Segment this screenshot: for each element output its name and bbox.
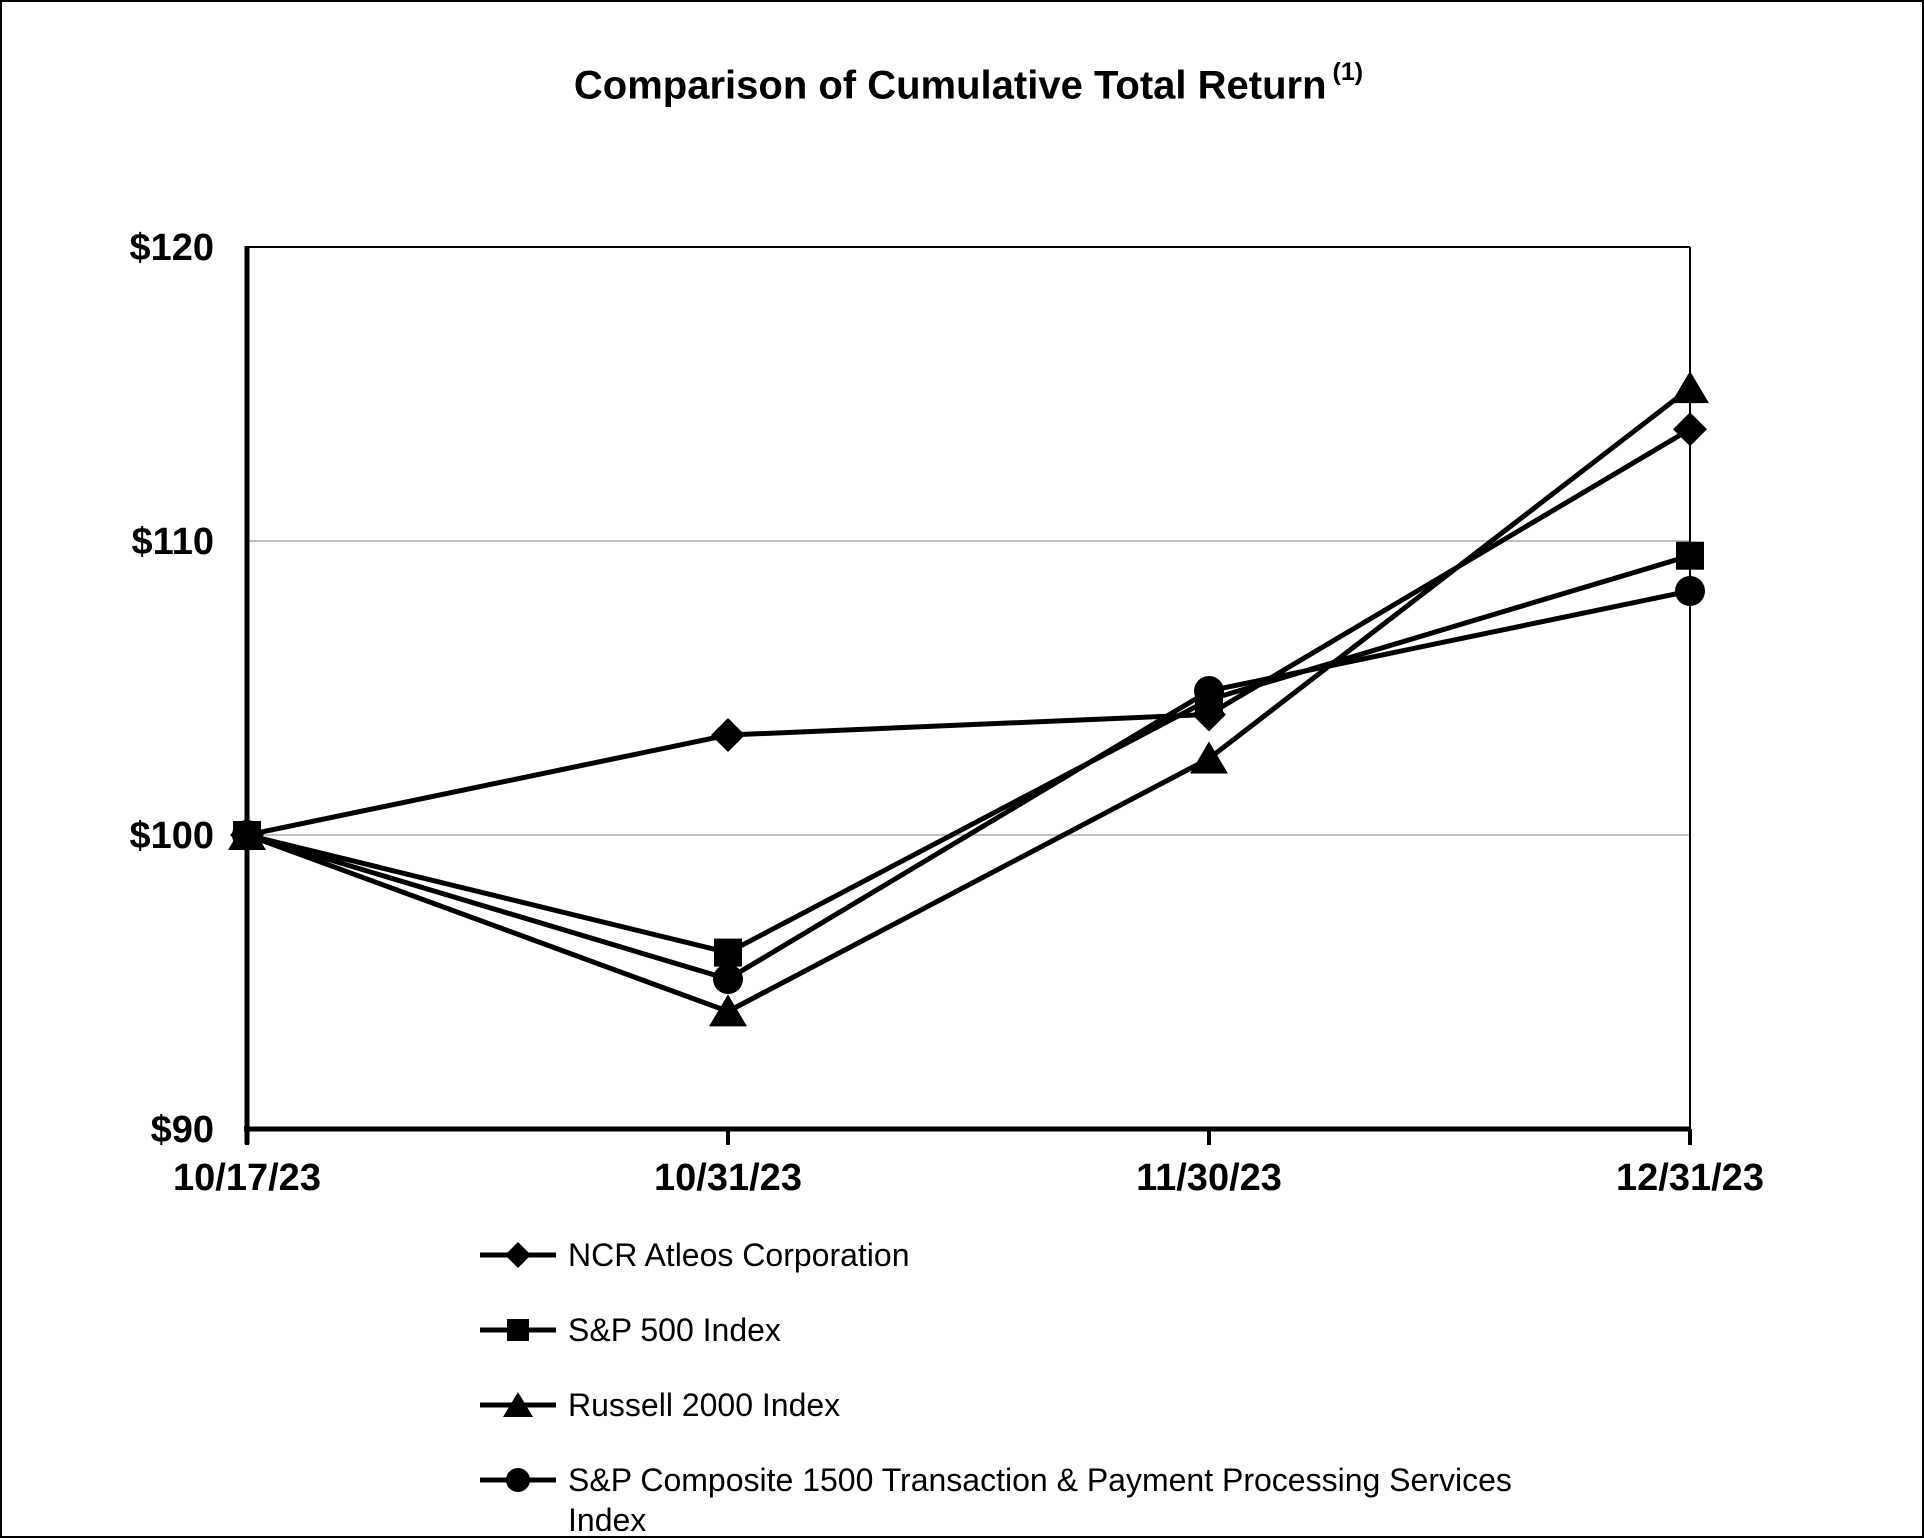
series-line bbox=[246, 386, 1692, 1015]
y-tick-label: $120 bbox=[129, 227, 214, 269]
chart-legend: NCR Atleos Corporation S&P 500 Index Russe… bbox=[480, 1235, 1580, 1538]
series-marker-triangle bbox=[1671, 371, 1709, 404]
series-marker-diamond bbox=[1673, 412, 1707, 447]
legend-label: S&P Composite 1500 Transaction & Payment… bbox=[568, 1462, 1512, 1538]
series-marker-triangle bbox=[709, 994, 747, 1027]
series-marker-square bbox=[1676, 541, 1704, 570]
legend-row: NCR Atleos Corporation bbox=[480, 1235, 1580, 1275]
legend-swatch-circle bbox=[480, 1468, 556, 1492]
chart-plot-area: $90 $100 $110 $120 10/17/23 10/31/23 11/30/23 1… bbox=[129, 227, 1764, 1199]
series-marker-square bbox=[1195, 685, 1223, 714]
series-marker-circle bbox=[713, 964, 743, 995]
chart-title-footnote-marker: (1) bbox=[1332, 58, 1364, 86]
y-tick-label: $90 bbox=[151, 1109, 214, 1151]
legend-row: S&P Composite 1500 Transaction & Payment… bbox=[480, 1460, 1580, 1538]
legend-row: S&P 500 Index bbox=[480, 1310, 1580, 1350]
series-marker-square bbox=[714, 938, 742, 967]
series-marker-triangle bbox=[1190, 741, 1228, 774]
x-tick-label: 10/17/23 bbox=[173, 1157, 321, 1199]
series-marker-circle bbox=[1675, 575, 1705, 606]
y-tick-label: $110 bbox=[132, 521, 214, 563]
legend-swatch-diamond bbox=[480, 1242, 556, 1268]
chart-title-text: Comparison of Cumulative Total Return bbox=[573, 63, 1327, 108]
x-tick-label: 12/31/23 bbox=[1616, 1157, 1764, 1199]
legend-row: Russell 2000 Index bbox=[480, 1385, 1580, 1425]
series-line bbox=[246, 588, 1691, 982]
series-line bbox=[246, 427, 1692, 838]
x-tick-label: 11/30/23 bbox=[1136, 1157, 1282, 1199]
series-line bbox=[246, 553, 1691, 956]
series-marker-diamond bbox=[711, 718, 745, 753]
legend-label: Russell 2000 Index bbox=[568, 1387, 841, 1423]
series-marker-square bbox=[233, 821, 261, 849]
legend-swatch-square bbox=[480, 1319, 556, 1341]
legend-label: NCR Atleos Corporation bbox=[568, 1237, 910, 1273]
legend-swatch-triangle bbox=[480, 1392, 556, 1417]
legend-label: S&P 500 Index bbox=[568, 1312, 781, 1348]
x-tick-label: 10/31/23 bbox=[654, 1157, 802, 1199]
y-tick-label: $100 bbox=[129, 815, 214, 857]
chart-title: Comparison of Cumulative Total Return (1) bbox=[247, 58, 1690, 108]
